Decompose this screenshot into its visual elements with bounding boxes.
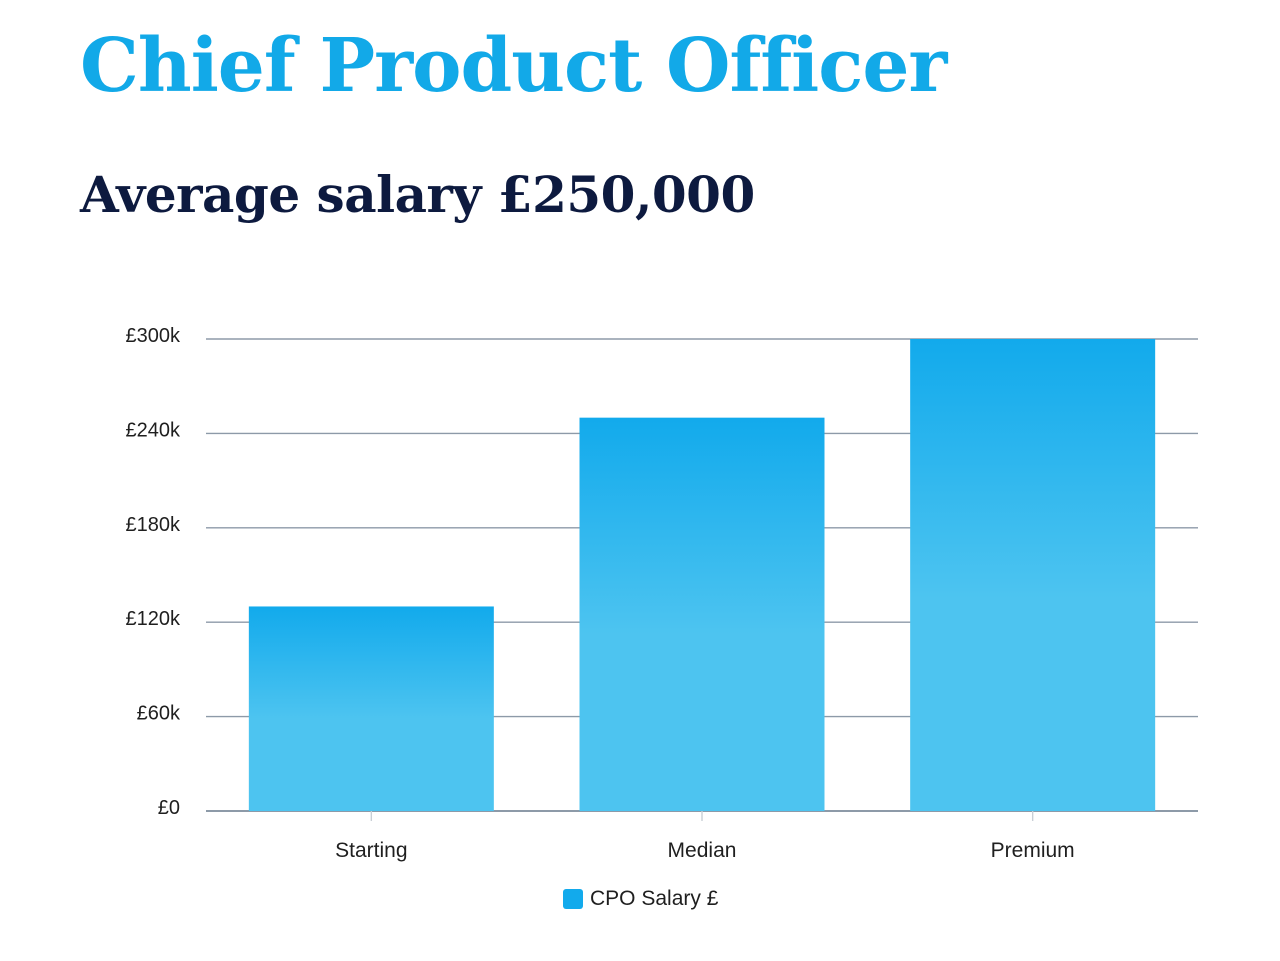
x-axis-ticks: Starting Median Premium (335, 811, 1075, 862)
y-tick-label: £60k (137, 703, 181, 725)
bars (248, 339, 1156, 811)
y-tick-label: £0 (158, 797, 180, 819)
legend-swatch (563, 889, 583, 909)
legend: CPO Salary £ (563, 887, 718, 911)
y-tick-label: £300k (126, 325, 181, 347)
bar-premium (910, 339, 1156, 811)
y-tick-label: £180k (126, 514, 181, 536)
bar-median (579, 417, 825, 811)
x-tick-label: Starting (335, 839, 407, 862)
legend-label: CPO Salary £ (590, 887, 719, 910)
page-title: Chief Product Officer (80, 23, 947, 109)
bar-starting (248, 606, 494, 811)
x-tick-label: Median (668, 839, 737, 862)
y-tick-label: £120k (126, 608, 181, 630)
x-tick-label: Premium (991, 839, 1075, 862)
average-salary-heading: Average salary £250,000 (80, 165, 755, 224)
y-tick-label: £240k (126, 419, 181, 441)
y-axis-ticks: £0 £60k £120k £180k £240k £300k (126, 325, 181, 819)
